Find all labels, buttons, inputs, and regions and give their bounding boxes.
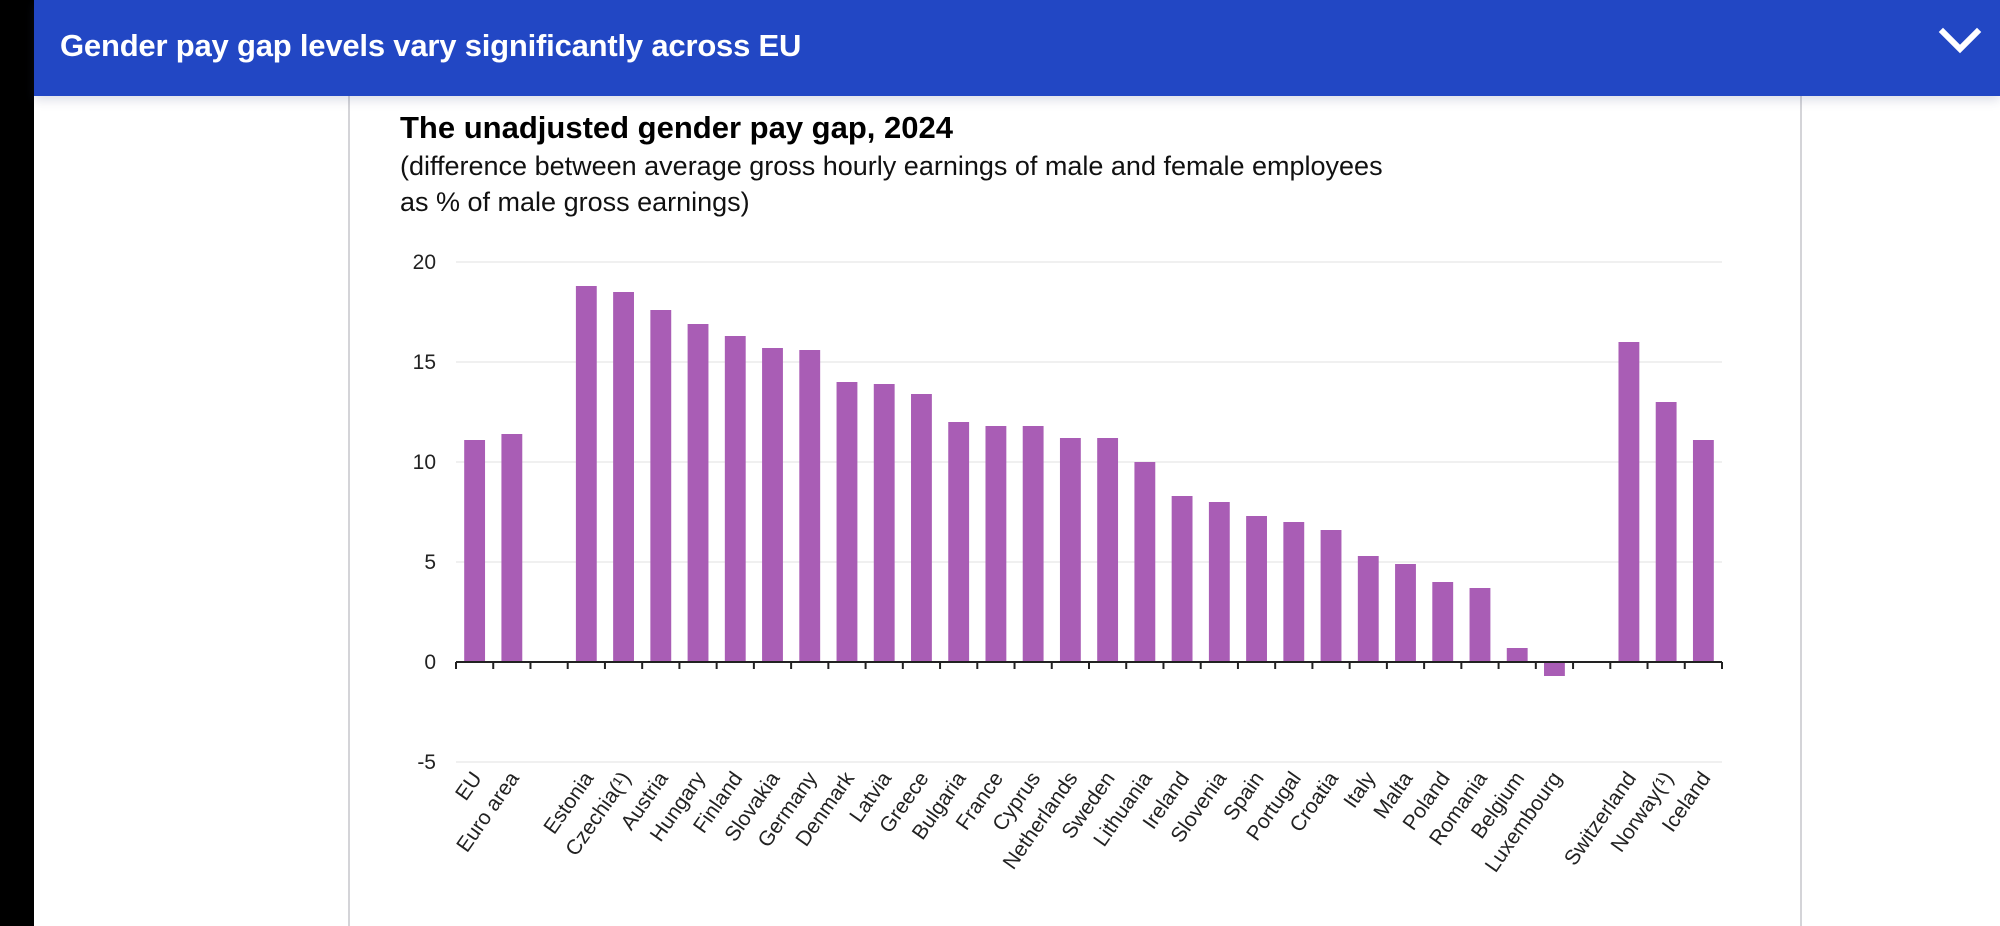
bar xyxy=(687,324,709,662)
bar xyxy=(1171,496,1193,662)
y-tick-label: 20 xyxy=(413,251,436,274)
bar xyxy=(985,426,1007,662)
bar xyxy=(1432,582,1454,662)
bar xyxy=(1692,440,1714,662)
y-tick-label: 0 xyxy=(424,651,436,674)
chart-subtitle-line-1: (difference between average gross hourly… xyxy=(400,151,1383,181)
page: Gender pay gap levels vary significantly… xyxy=(34,0,2000,926)
bar xyxy=(1283,522,1305,662)
chart-subtitle-line-2: as % of male gross earnings) xyxy=(400,187,750,217)
bar xyxy=(1246,516,1267,662)
bar xyxy=(1208,502,1230,662)
bar xyxy=(873,384,895,662)
bar xyxy=(724,336,746,662)
bar xyxy=(836,382,858,662)
y-tick-label: 5 xyxy=(424,551,436,574)
bar xyxy=(762,348,783,662)
chart-title: The unadjusted gender pay gap, 2024 xyxy=(400,110,954,145)
bar xyxy=(1655,402,1677,662)
bar xyxy=(1469,588,1491,662)
bar xyxy=(464,440,486,662)
x-category-label: EU xyxy=(451,768,487,805)
bar xyxy=(1320,530,1342,662)
section-title: Gender pay gap levels vary significantly… xyxy=(60,28,802,63)
section-header[interactable]: Gender pay gap levels vary significantly… xyxy=(34,0,2000,96)
bar xyxy=(911,394,932,662)
bar xyxy=(1544,662,1565,676)
bar xyxy=(650,310,672,662)
chart-panel: The unadjusted gender pay gap, 2024 (dif… xyxy=(348,96,1802,926)
bar xyxy=(613,292,634,662)
bar xyxy=(575,286,597,662)
chevron-down-icon[interactable] xyxy=(1938,24,1982,60)
bar xyxy=(501,434,523,662)
bar xyxy=(1059,438,1081,662)
bar xyxy=(1395,564,1416,662)
bar xyxy=(1134,462,1156,662)
y-tick-label: 10 xyxy=(413,451,436,474)
bar xyxy=(1097,438,1119,662)
bar xyxy=(799,350,821,662)
bar-chart: The unadjusted gender pay gap, 2024 (dif… xyxy=(400,110,1723,877)
y-tick-label: 15 xyxy=(413,351,436,374)
bar xyxy=(1357,556,1379,662)
bar xyxy=(1506,648,1528,662)
y-tick-label: -5 xyxy=(417,751,436,774)
bar xyxy=(1618,342,1640,662)
bar xyxy=(948,422,970,662)
bar xyxy=(1022,426,1044,662)
